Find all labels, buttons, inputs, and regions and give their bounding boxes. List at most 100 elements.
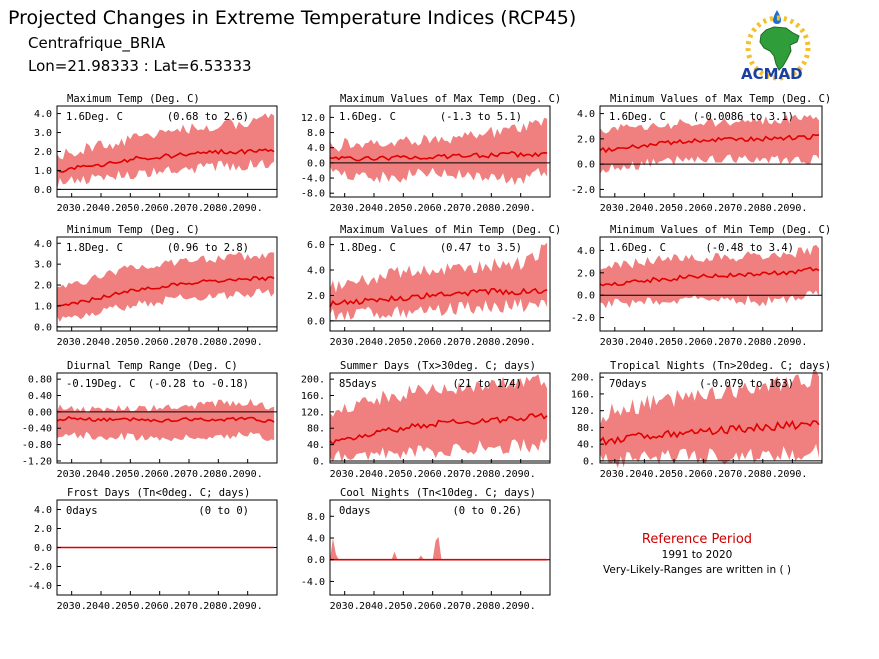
- y-tick-label: 3.0: [34, 260, 52, 271]
- plot-frame: [329, 236, 551, 332]
- x-tick-label: 2070.: [718, 469, 748, 480]
- x-tick-label: 2040.: [629, 337, 659, 348]
- x-tick-label: 2030.: [330, 469, 360, 480]
- median-line: [329, 412, 548, 446]
- x-tick-label: 2070.: [447, 337, 477, 348]
- x-tick-label: 2030.: [57, 601, 87, 612]
- x-tick-label: 2030.: [600, 469, 630, 480]
- y-tick-label: -0.40: [22, 424, 52, 435]
- chart-panel: 2030. 2040. 2050. 2060. 2070. 2080. 2090. -4.0 -…: [28, 487, 278, 612]
- x-tick-label: 2090.: [777, 337, 807, 348]
- y-tick-label: 0.0: [34, 185, 52, 196]
- logo-africa-icon: [759, 26, 800, 71]
- logo-text: ACMAD: [741, 65, 803, 83]
- x-tick-label: 2080.: [476, 203, 506, 214]
- x-tick-label: 2050.: [115, 601, 145, 612]
- x-tick-label: 2040.: [359, 337, 389, 348]
- acmad-logo: ACMAD: [741, 10, 811, 83]
- panel-value: 1.8Deg. C: [339, 242, 396, 254]
- x-tick-label: 2090.: [233, 337, 263, 348]
- x-tick-label: 2090.: [506, 337, 536, 348]
- x-tick-label: 2060.: [689, 337, 719, 348]
- y-tick-label: 0.0: [34, 322, 52, 333]
- x-tick-label: 2080.: [203, 601, 233, 612]
- panel-title: Frost Days (Tn<0deg. C; days): [67, 487, 250, 499]
- x-tick-label: 2060.: [418, 337, 448, 348]
- y-tick-label: 0.: [583, 456, 595, 467]
- y-tick-label: 160.: [571, 389, 595, 400]
- y-tick-label: 8.0: [307, 128, 325, 139]
- median-line: [329, 150, 548, 162]
- x-tick-label: 2040.: [86, 469, 116, 480]
- median-line: [56, 415, 275, 423]
- x-tick-label: 2080.: [748, 469, 778, 480]
- x-tick-label: 2040.: [629, 203, 659, 214]
- x-tick-label: 2030.: [600, 203, 630, 214]
- logo-sun-ring: [745, 15, 811, 81]
- figure-title: Projected Changes in Extreme Temperature…: [8, 7, 576, 29]
- x-tick-label: 2060.: [145, 469, 175, 480]
- x-tick-label: 2060.: [418, 469, 448, 480]
- panel-value: 70days: [609, 378, 647, 390]
- chart-panel: 2030. 2040. 2050. 2060. 2070. 2080. 2090. 0.0 1.…: [34, 224, 278, 348]
- y-tick-label: 4.0: [577, 246, 595, 257]
- panel-value: 1.6Deg. C: [609, 111, 666, 123]
- x-tick-label: 2040.: [359, 601, 389, 612]
- x-tick-label: 2070.: [447, 469, 477, 480]
- x-tick-label: 2030.: [330, 203, 360, 214]
- x-tick-label: 2030.: [57, 337, 87, 348]
- y-tick-label: 0.: [313, 456, 325, 467]
- plot-frame: [599, 372, 823, 464]
- x-tick-label: 2080.: [476, 469, 506, 480]
- y-tick-label: 0.0: [307, 158, 325, 169]
- uncertainty-band: [330, 374, 548, 463]
- panel-range: (-1.3 to 5.1): [440, 111, 522, 123]
- y-tick-label: 8.0: [307, 512, 325, 523]
- x-tick-label: 2050.: [115, 337, 145, 348]
- x-tick-label: 2060.: [145, 203, 175, 214]
- x-tick-label: 2040.: [359, 203, 389, 214]
- x-tick-label: 2080.: [476, 337, 506, 348]
- y-tick-label: 4.0: [34, 505, 52, 516]
- reference-title: Reference Period: [642, 532, 752, 547]
- uncertainty-band: [330, 536, 548, 560]
- x-tick-label: 2040.: [359, 469, 389, 480]
- panel-value: 1.6Deg. C: [609, 242, 666, 254]
- chart-panel: 2030. 2040. 2050. 2060. 2070. 2080. 2090. -2.0 0…: [571, 224, 831, 348]
- panel-title: Minimum Values of Max Temp (Deg. C): [610, 93, 831, 105]
- chart-panel: 2030. 2040. 2050. 2060. 2070. 2080. 2090. 0.0 2.…: [307, 224, 561, 348]
- x-tick-label: 2050.: [115, 203, 145, 214]
- reference-note: Very-Likely-Ranges are written in ( ): [603, 564, 791, 576]
- panel-range: (0 to 0.26): [452, 505, 522, 517]
- panel-value: -0.19Deg. C: [66, 378, 136, 390]
- x-tick-label: 2060.: [418, 601, 448, 612]
- panel-range: (-0.079 to 163): [699, 378, 794, 390]
- panel-range: (21 to 174): [452, 378, 522, 390]
- x-tick-label: 2050.: [388, 203, 418, 214]
- median-line: [329, 287, 548, 308]
- y-tick-label: 200.: [571, 373, 595, 384]
- y-tick-label: 2.0: [34, 524, 52, 535]
- median-line: [56, 148, 275, 173]
- panel-title: Tropical Nights (Tn>20deg. C; days): [610, 360, 831, 372]
- panel-range: (-0.48 to 3.4): [705, 242, 794, 254]
- plot-frame: [599, 236, 823, 332]
- panel-title: Cool Nights (Tn<10deg. C; days): [340, 487, 536, 499]
- x-tick-label: 2060.: [689, 469, 719, 480]
- y-tick-label: 2.0: [307, 291, 325, 302]
- panel-value: 0days: [66, 505, 98, 517]
- y-tick-label: 120.: [571, 406, 595, 417]
- x-tick-label: 2090.: [506, 203, 536, 214]
- x-tick-label: 2090.: [777, 469, 807, 480]
- panel-title: Maximum Values of Min Temp (Deg. C): [340, 224, 561, 236]
- panel-title: Maximum Temp (Deg. C): [67, 93, 200, 105]
- x-tick-label: 2090.: [233, 601, 263, 612]
- panel-value: 1.8Deg. C: [66, 242, 123, 254]
- panel-range: (0.96 to 2.8): [167, 242, 249, 254]
- chart-panel: 2030. 2040. 2050. 2060. 2070. 2080. 2090. -2.0 0…: [571, 93, 831, 214]
- y-tick-label: -1.20: [22, 456, 52, 467]
- y-tick-label: -2.0: [28, 562, 52, 573]
- y-tick-label: 12.0: [301, 113, 325, 124]
- x-tick-label: 2030.: [330, 601, 360, 612]
- x-tick-label: 2070.: [447, 601, 477, 612]
